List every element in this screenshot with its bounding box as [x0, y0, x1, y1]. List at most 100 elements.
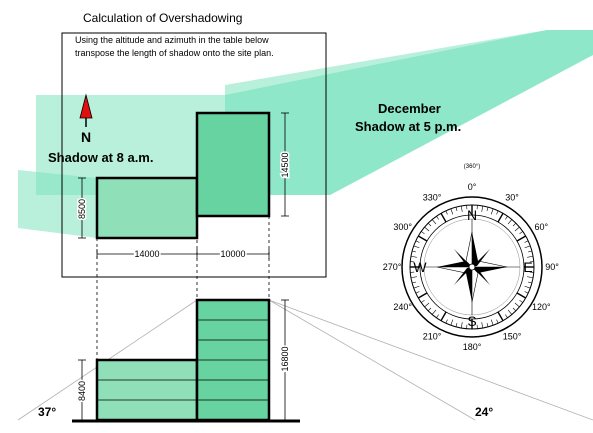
- shadow-am-label: Shadow at 8 a.m.: [48, 150, 153, 165]
- plan-building-low: [95, 176, 199, 240]
- compass-tick: [436, 216, 439, 220]
- compass-tick: [410, 276, 417, 279]
- compass-tick: [460, 205, 463, 212]
- compass-tick: [497, 311, 504, 322]
- dim-depth-tall: 14500: [280, 152, 290, 177]
- compass-tick: [496, 319, 499, 324]
- compass-tick: [445, 210, 448, 215]
- compass-degree-label: 30°: [505, 193, 519, 203]
- compass-tick: [445, 319, 448, 324]
- compass-tick: [524, 245, 531, 249]
- compass: N E S W (360°) 0° 30° 60° 90° 120° 150° 180° 21…: [383, 164, 560, 352]
- compass-tick: [431, 219, 437, 225]
- compass-tick: [415, 240, 420, 243]
- shadow-pm-band-upper: [225, 30, 593, 195]
- compass-e: E: [523, 259, 532, 275]
- compass-tick: [519, 300, 523, 303]
- dim-width-tall: 10000: [220, 249, 245, 259]
- compass-tick: [490, 208, 494, 215]
- compass-tick: [497, 212, 504, 223]
- dim-width-low: 14000: [134, 249, 159, 259]
- compass-tick: [455, 207, 458, 212]
- compass-tick: [436, 314, 439, 318]
- compass-tick: [455, 322, 458, 327]
- compass-tick: [527, 281, 532, 284]
- compass-degree-label: 90°: [545, 262, 559, 272]
- compass-tick: [524, 285, 531, 289]
- compass-tick: [424, 302, 430, 308]
- compass-tick: [505, 216, 508, 220]
- north-label: N: [81, 129, 91, 145]
- compass-tick: [519, 231, 523, 234]
- compass-tick: [486, 207, 489, 212]
- compass-degree-label: 300°: [393, 222, 412, 232]
- compass-tick: [490, 319, 494, 326]
- compass-tick: [516, 235, 527, 242]
- page-title: Calculation of Overshadowing: [83, 11, 242, 25]
- compass-tick: [512, 222, 517, 227]
- compass-tick: [440, 311, 447, 322]
- compass-degree-label: 0°: [468, 182, 477, 192]
- compass-tick: [524, 291, 529, 294]
- instructions-line-2: transpose the length of shadow onto the …: [75, 48, 274, 58]
- compass-tick: [527, 276, 534, 279]
- compass-tick: [481, 205, 484, 212]
- compass-tick: [496, 210, 499, 215]
- site-plan-frame: [61, 32, 327, 278]
- compass-tick: [417, 235, 428, 242]
- dim-height-tall: 16800: [280, 346, 290, 371]
- compass-tick: [415, 291, 420, 294]
- compass-tick: [507, 219, 513, 225]
- compass-tick: [514, 302, 520, 308]
- compass-tick: [512, 307, 517, 312]
- compass-top-small: (360°): [464, 164, 480, 170]
- dim-depth-low: 8500: [77, 199, 87, 219]
- compass-degree-label: 210°: [423, 331, 442, 341]
- instructions-line-1: Using the altitude and azimuth in the ta…: [75, 35, 269, 45]
- month-label: December: [378, 101, 441, 116]
- dim-height-low: 8400: [77, 381, 87, 401]
- compass-tick: [431, 309, 437, 315]
- compass-tick: [424, 226, 430, 232]
- compass-tick: [427, 222, 432, 227]
- compass-tick: [412, 250, 417, 253]
- compass-tick: [524, 240, 529, 243]
- compass-tick: [421, 300, 425, 303]
- compass-degree-label: 150°: [503, 331, 522, 341]
- compass-tick: [427, 307, 432, 312]
- compass-tick: [486, 322, 489, 327]
- compass-tick: [527, 255, 534, 258]
- compass-degree-label: 240°: [393, 302, 412, 312]
- compass-tick: [413, 245, 420, 249]
- shadow-am-band: [18, 170, 97, 238]
- compass-s: S: [467, 313, 476, 329]
- shadow-pm-label: Shadow at 5 p.m.: [355, 119, 461, 134]
- compass-tick: [507, 309, 513, 315]
- compass-tick: [417, 292, 428, 299]
- compass-tick: [413, 285, 420, 289]
- elevation-building-low: [95, 358, 199, 422]
- angle-left-label: 37°: [38, 405, 56, 419]
- compass-tick: [440, 212, 447, 223]
- compass-tick: [460, 322, 463, 329]
- compass-tick: [450, 208, 454, 215]
- compass-tick: [412, 281, 417, 284]
- compass-degree-label: 330°: [423, 193, 442, 203]
- compass-w: W: [413, 259, 427, 275]
- compass-degree-label: 120°: [532, 302, 551, 312]
- compass-tick: [514, 226, 520, 232]
- compass-n: N: [467, 207, 477, 223]
- compass-degree-label: 180°: [463, 342, 482, 352]
- angle-right-label: 24°: [475, 405, 493, 419]
- plan-building-tall: [195, 111, 271, 218]
- compass-tick: [421, 231, 425, 234]
- compass-degree-label: 60°: [534, 222, 548, 232]
- compass-tick: [410, 255, 417, 258]
- compass-tick: [481, 322, 484, 329]
- compass-tick: [505, 314, 508, 318]
- compass-tick: [516, 292, 527, 299]
- compass-tick: [450, 319, 454, 326]
- compass-degree-label: 270°: [383, 262, 402, 272]
- compass-tick: [527, 250, 532, 253]
